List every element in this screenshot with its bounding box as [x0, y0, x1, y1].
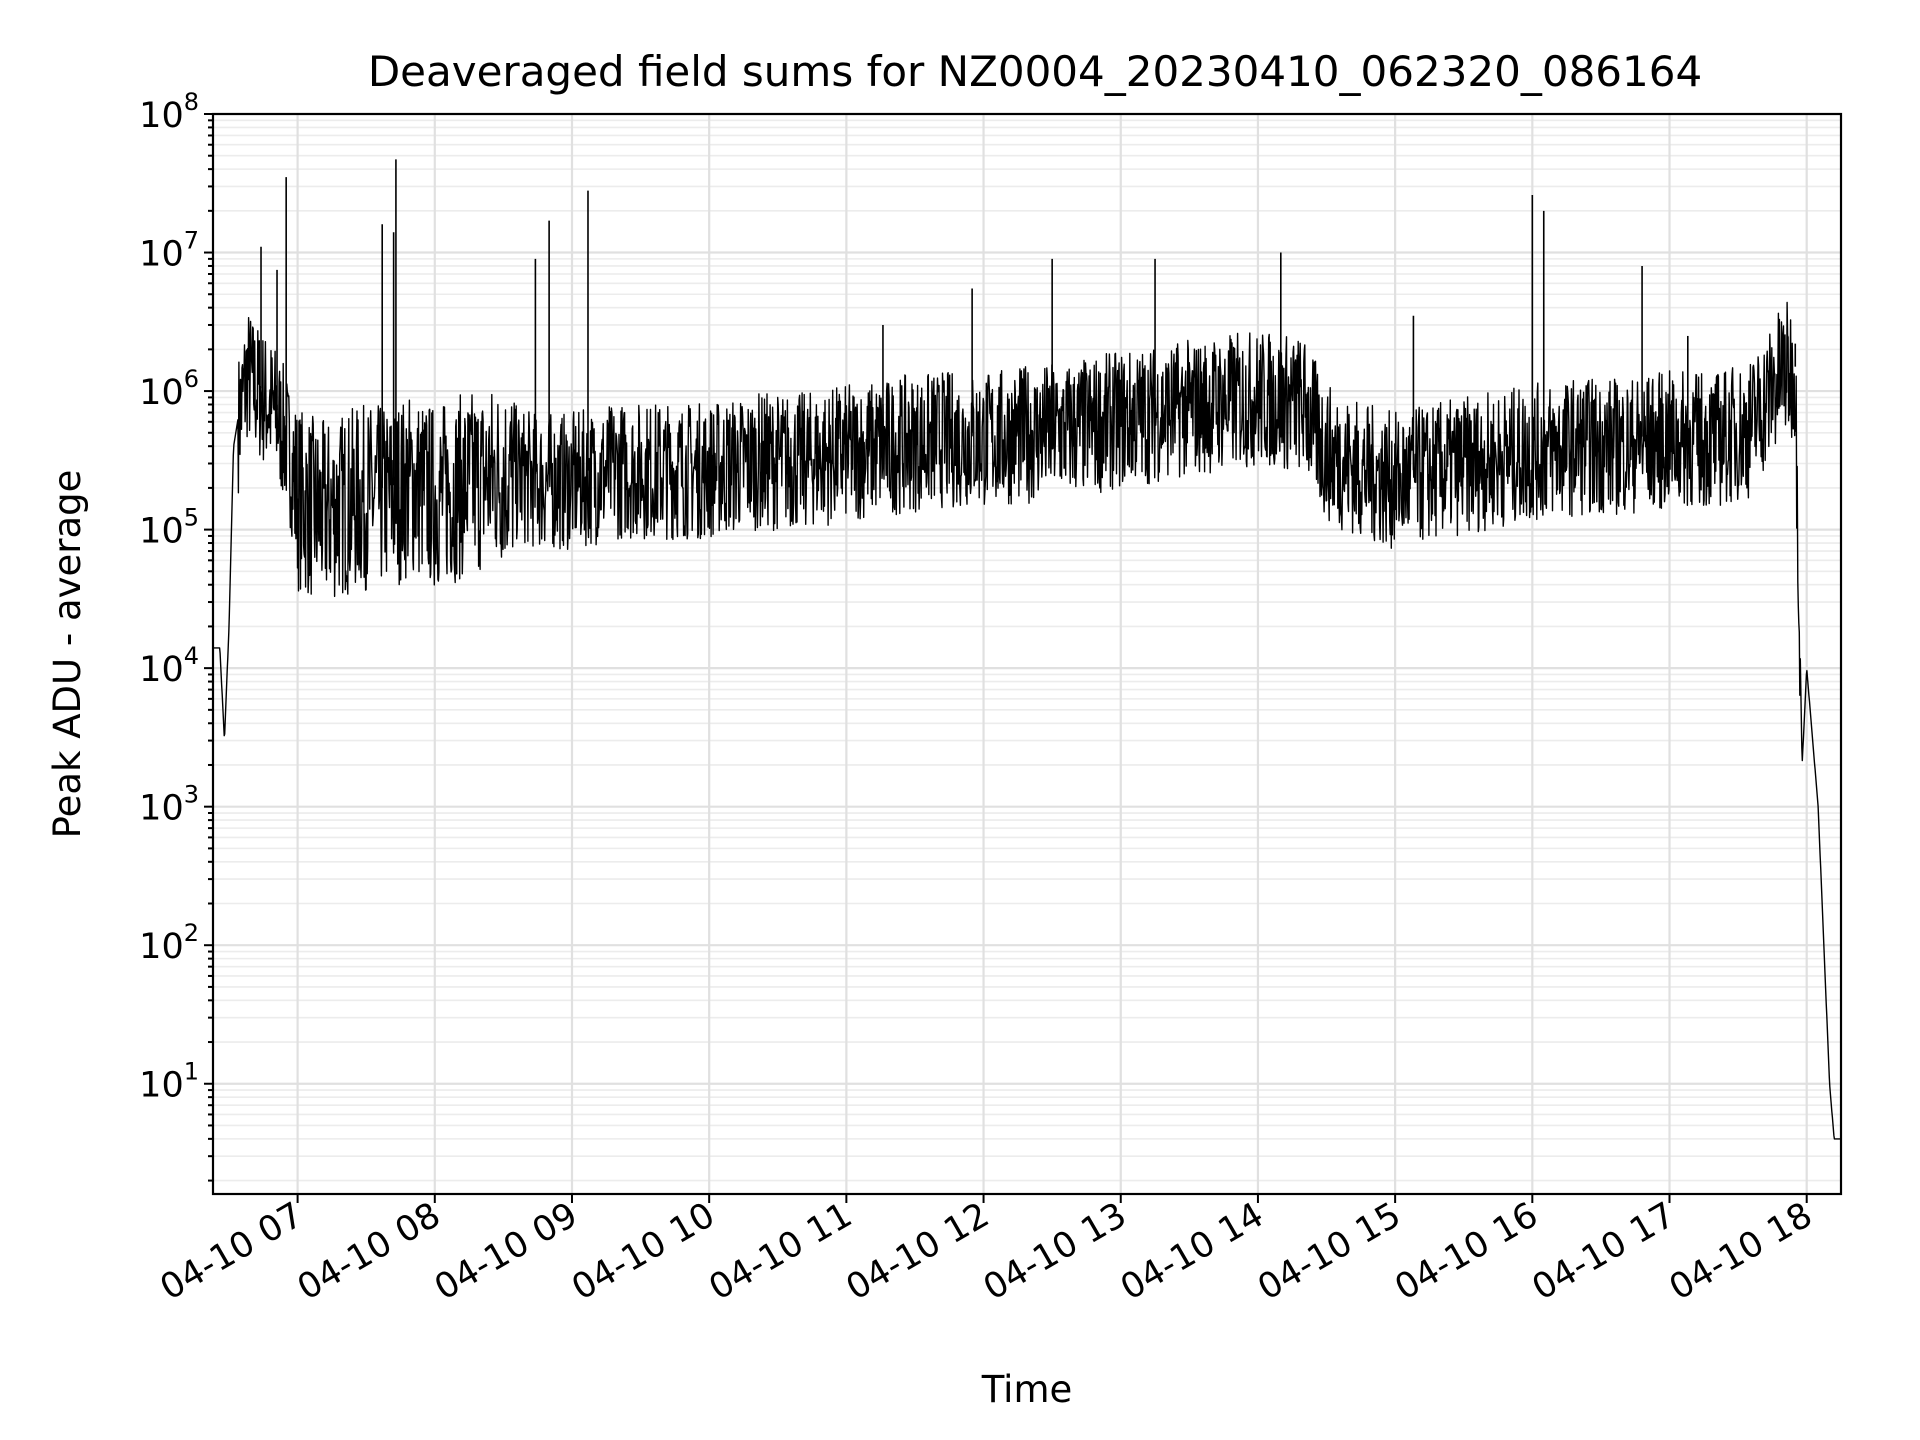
- y-tick-label: 103: [139, 781, 199, 829]
- y-tick-label: 108: [139, 88, 199, 136]
- y-tick-label: 104: [139, 642, 199, 690]
- y-axis: 101 102 103 104 105 106 107 108: [139, 88, 213, 1182]
- series-line: [212, 301, 1842, 1140]
- y-tick-label: 102: [139, 919, 199, 967]
- y-tick-label: 105: [139, 504, 199, 552]
- chart-title: Deaveraged field sums for NZ0004_2023041…: [368, 47, 1702, 96]
- y-tick-label: 101: [139, 1058, 199, 1106]
- y-tick-label: 107: [139, 227, 199, 275]
- plot-frame: [211, 112, 1843, 1196]
- x-axis-label: Time: [981, 1368, 1073, 1411]
- series-layer: [212, 159, 1842, 1140]
- y-axis-label: Peak ADU - average: [46, 470, 89, 839]
- y-tick-label: 106: [139, 365, 199, 413]
